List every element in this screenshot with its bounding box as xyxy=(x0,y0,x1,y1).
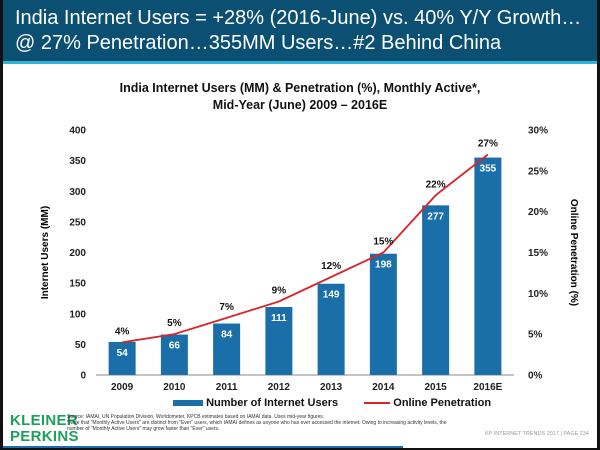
chart-title: India Internet Users (MM) & Penetration … xyxy=(3,80,597,114)
bar-value-label: 149 xyxy=(323,290,340,301)
bar-value-label: 84 xyxy=(221,330,233,341)
penetration-label: 15% xyxy=(373,237,393,248)
penetration-label: 9% xyxy=(272,286,287,297)
penetration-label: 5% xyxy=(167,318,182,329)
kleiner-perkins-logo: KLEINER PERKINS xyxy=(10,413,79,445)
chart: 0 50 100 150 200 250 300 350 400 0% 5% 10% 15% 20% 25%… xyxy=(40,126,579,394)
legend: Number of Internet Users Online Penetrat… xyxy=(173,397,491,409)
legend-line-swatch xyxy=(364,402,391,405)
bottom-bar xyxy=(3,446,403,448)
bar-value-label: 277 xyxy=(427,211,444,222)
y2-tick-label: 30% xyxy=(528,126,548,137)
bar-value-label: 355 xyxy=(480,164,497,175)
y-tick-label: 200 xyxy=(69,248,86,259)
bar-2014 xyxy=(369,253,397,375)
x-tick-label: 2012 xyxy=(268,382,291,393)
bar-2016E xyxy=(474,157,502,375)
bar-2012 xyxy=(265,307,293,375)
bar-2011 xyxy=(213,323,241,375)
x-tick-label: 2015 xyxy=(425,382,448,393)
slide-title-line1: India Internet Users = +28% (2016-June) … xyxy=(15,7,582,29)
y2-tick-label: 25% xyxy=(528,166,548,177)
source-note: Source: IAMAI, UN Population Division, W… xyxy=(67,414,447,432)
penetration-line xyxy=(121,153,489,344)
chart-title-line1: India Internet Users (MM) & Penetration … xyxy=(119,81,481,95)
bar-value-label: 198 xyxy=(375,260,392,271)
y-tick-label: 100 xyxy=(69,309,86,320)
y-tick-label: 250 xyxy=(69,217,86,228)
legend-bar-swatch xyxy=(173,400,203,407)
page-footer: KP INTERNET TRENDS 2017 | PAGE 234 xyxy=(484,431,589,437)
x-tick-label: 2014 xyxy=(372,382,395,393)
slide: India Internet Users = +28% (2016-June) … xyxy=(3,0,597,448)
bar-value-label: 66 xyxy=(169,341,181,352)
y2-tick-label: 10% xyxy=(528,289,548,300)
y-tick-label: 350 xyxy=(69,156,86,167)
y2-tick-label: 20% xyxy=(528,207,548,218)
penetration-label: 7% xyxy=(219,302,234,313)
bar-value-label: 111 xyxy=(271,313,287,324)
bar-2015 xyxy=(422,205,450,375)
x-tick-label: 2009 xyxy=(111,382,134,393)
chart-subtitle: Mid-Year (June) 2009 – 2016E xyxy=(212,98,388,112)
penetration-label: 12% xyxy=(321,261,341,272)
x-tick-label: 2011 xyxy=(216,382,238,393)
y2-tick-label: 0% xyxy=(528,371,543,382)
y-axis-label: Internet Users (MM) xyxy=(40,206,51,299)
footnote-text: *Note that "Monthly Active Users" are di… xyxy=(67,420,447,432)
x-tick-label: 2010 xyxy=(163,382,186,393)
y-tick-label: 0 xyxy=(80,371,86,382)
penetration-label: 27% xyxy=(478,139,498,150)
slide-title-line2: @ 27% Penetration…355MM Users…#2 Behind … xyxy=(15,32,502,54)
x-tick-label: 2013 xyxy=(320,382,343,393)
legend-label-users: Number of Internet Users xyxy=(206,397,339,410)
y2-axis-label: Online Penetration (%) xyxy=(568,199,579,306)
slide-header: India Internet Users = +28% (2016-June) … xyxy=(3,0,597,64)
penetration-label: 4% xyxy=(115,326,130,337)
y-tick-label: 50 xyxy=(75,340,87,351)
bar-2013 xyxy=(317,283,345,375)
y2-tick-label: 5% xyxy=(528,330,543,341)
logo-line1: KLEINER xyxy=(10,412,78,429)
bar-2010 xyxy=(160,334,188,375)
penetration-label: 22% xyxy=(426,179,446,190)
bar-value-label: 54 xyxy=(117,348,129,359)
source-text: Source: IAMAI, UN Population Division, W… xyxy=(67,414,325,420)
y-tick-label: 150 xyxy=(69,279,86,290)
x-tick-label: 2016E xyxy=(473,382,502,393)
y-tick-label: 400 xyxy=(69,126,86,137)
y-tick-label: 300 xyxy=(69,187,86,198)
bar-2009 xyxy=(108,341,136,375)
logo-line2: PERKINS xyxy=(10,428,79,445)
y2-tick-label: 15% xyxy=(528,248,548,259)
legend-label-penetration: Online Penetration xyxy=(393,397,492,410)
